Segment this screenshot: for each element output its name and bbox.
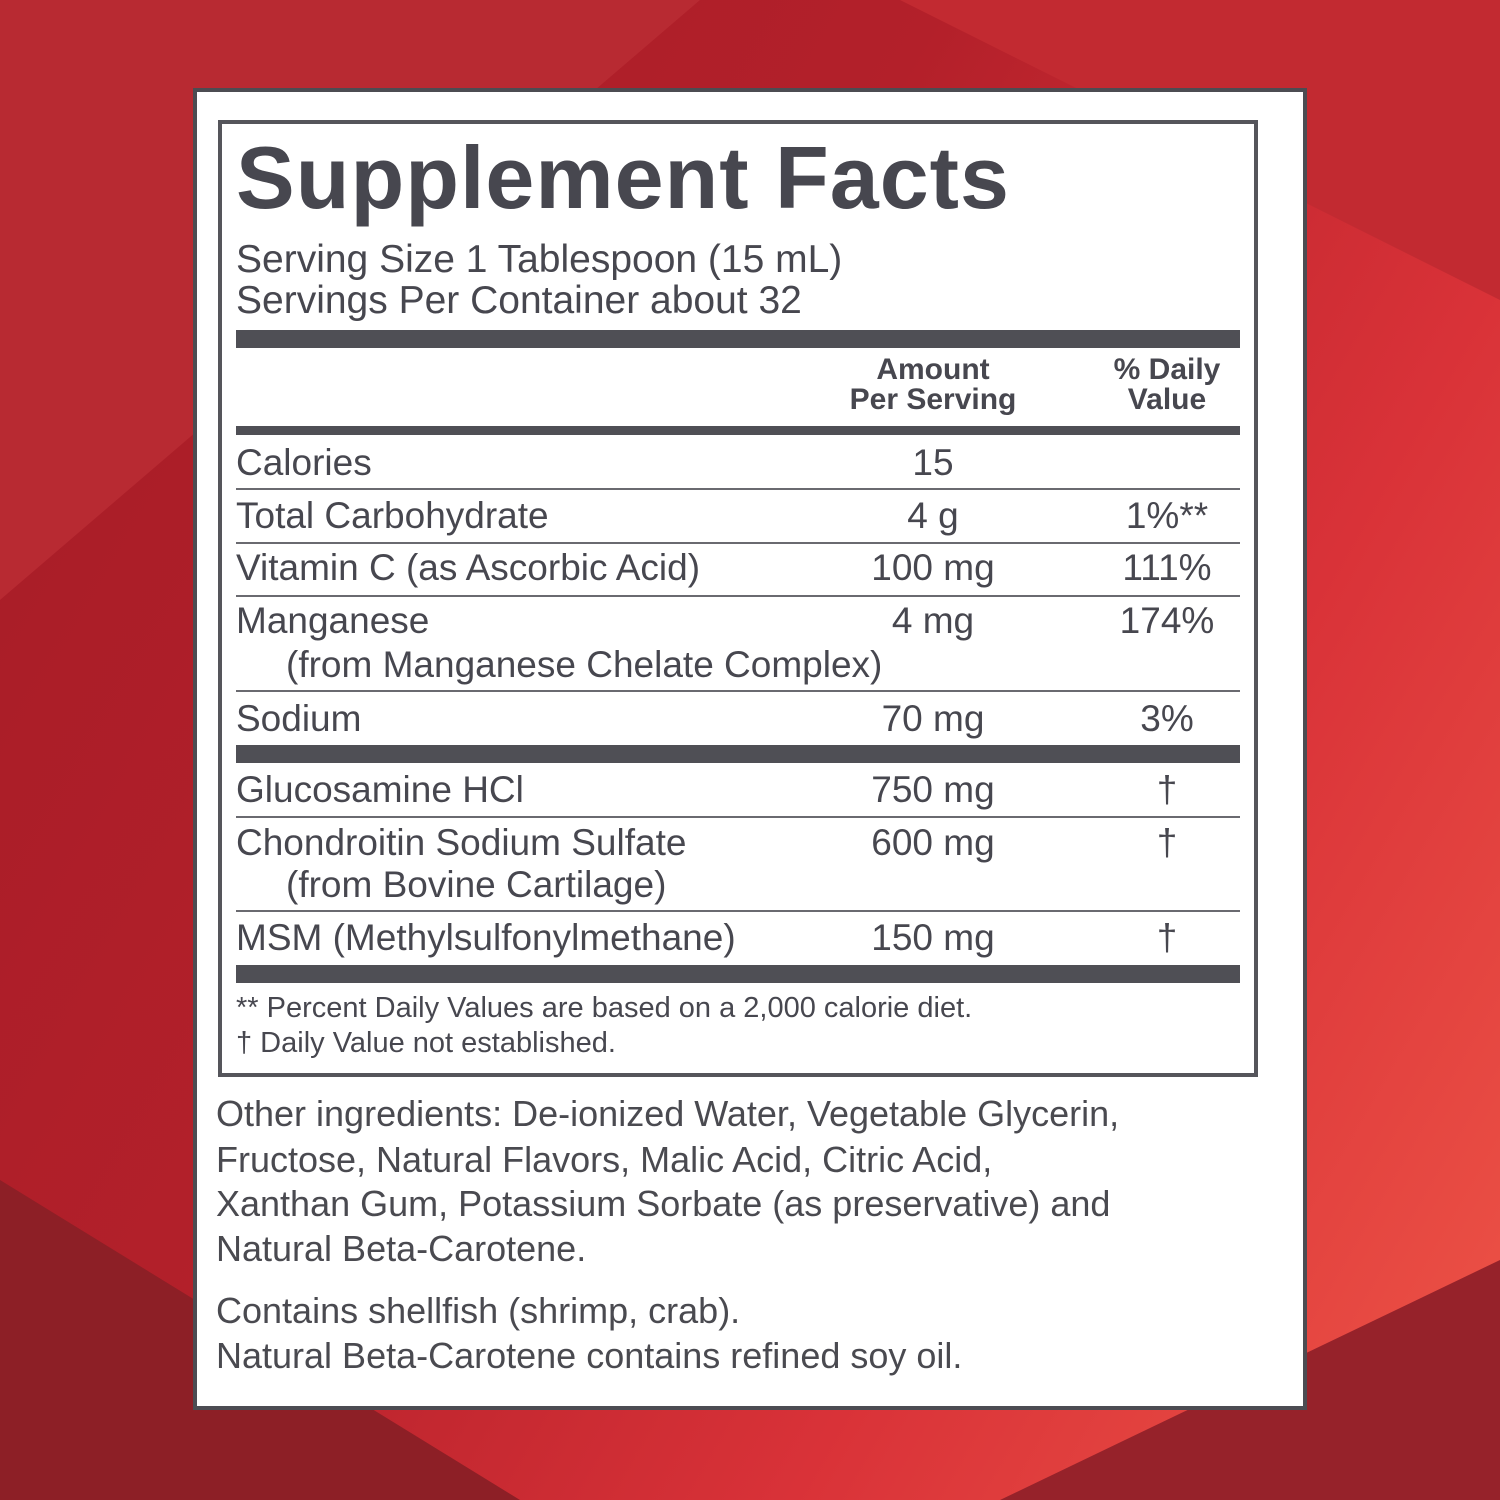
amount-header: Amount Per Serving [823, 355, 1043, 415]
panel-title: Supplement Facts [236, 128, 1010, 227]
row-amount: 150 mg [871, 917, 995, 958]
divider-thick [236, 330, 1240, 348]
row-name: MSM (Methylsulfonylmethane) [236, 917, 736, 958]
serving-size: Serving Size 1 Tablespoon (15 mL) [236, 238, 843, 281]
divider-thick [236, 745, 1240, 763]
row-subname: (from Bovine Cartilage) [286, 864, 667, 905]
dv-header-line2: Value [1127, 383, 1207, 416]
row-divider [236, 488, 1240, 490]
other-ingredients-line: Other ingredients: De-ionized Water, Veg… [216, 1093, 1120, 1134]
other-ingredients-line: Fructose, Natural Flavors, Malic Acid, C… [216, 1139, 993, 1180]
row-subname: (from Manganese Chelate Complex) [286, 644, 883, 685]
row-divider [236, 595, 1240, 597]
other-ingredients-line: Xanthan Gum, Potassium Sorbate (as prese… [216, 1183, 1111, 1224]
row-divider [236, 542, 1240, 544]
row-dv: 111% [1122, 547, 1212, 588]
dv-header-line1: % Daily [1113, 353, 1221, 386]
row-dv: 3% [1140, 698, 1194, 739]
row-divider [236, 690, 1240, 692]
other-ingredients-line: Natural Beta-Carotene. [216, 1228, 587, 1269]
amount-header-line2: Per Serving [849, 383, 1017, 416]
allergen-statement: Natural Beta-Carotene contains refined s… [216, 1335, 963, 1376]
row-amount: 15 [912, 442, 954, 483]
row-amount: 4 mg [891, 600, 975, 641]
row-dv: 1%** [1125, 495, 1209, 536]
divider-thick [236, 965, 1240, 983]
row-amount: 100 mg [871, 547, 995, 588]
row-divider [236, 910, 1240, 912]
footnote-dagger: † Daily Value not established. [236, 1027, 616, 1059]
row-dv: † [1156, 769, 1178, 810]
divider-medium [236, 426, 1240, 435]
footnote-dv: ** Percent Daily Values are based on a 2… [236, 992, 973, 1024]
supplement-facts-panel [218, 120, 1258, 1077]
row-name: Chondroitin Sodium Sulfate [236, 822, 687, 863]
amount-header-line1: Amount [876, 353, 990, 386]
row-name: Vitamin C (as Ascorbic Acid) [236, 547, 701, 588]
row-dv: 174% [1119, 600, 1215, 641]
row-divider [236, 816, 1240, 818]
row-name: Calories [236, 442, 372, 483]
row-name: Total Carbohydrate [236, 495, 549, 536]
row-name: Sodium [236, 698, 362, 739]
row-dv: † [1156, 917, 1178, 958]
row-name: Glucosamine HCl [236, 769, 524, 810]
row-name: Manganese [236, 600, 430, 641]
dv-header: % Daily Value [1087, 355, 1247, 415]
row-dv: † [1156, 822, 1178, 863]
row-amount: 600 mg [871, 822, 995, 863]
servings-per-container: Servings Per Container about 32 [236, 279, 802, 322]
row-amount: 4 g [907, 495, 959, 536]
row-amount: 750 mg [871, 769, 995, 810]
row-amount: 70 mg [881, 698, 985, 739]
allergen-statement: Contains shellfish (shrimp, crab). [216, 1290, 741, 1331]
